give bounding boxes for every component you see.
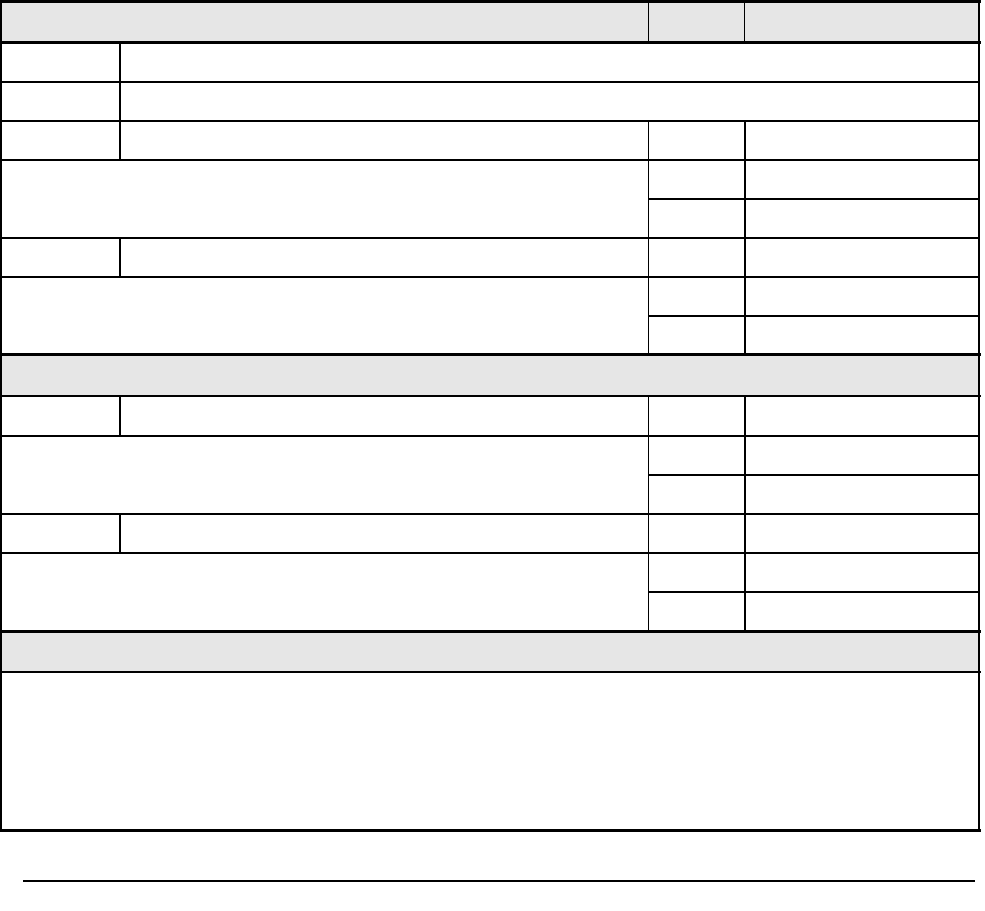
row-line xyxy=(648,315,980,317)
footer-rule xyxy=(23,880,975,882)
row-line xyxy=(0,276,980,278)
col-line xyxy=(744,396,746,631)
col-line xyxy=(648,120,649,355)
col-line xyxy=(648,0,649,43)
divider xyxy=(0,353,981,356)
col-line xyxy=(119,513,121,553)
row-line xyxy=(0,513,980,515)
col-line xyxy=(744,0,745,43)
col-line xyxy=(648,396,649,631)
section-1-header xyxy=(1,355,980,396)
col-line xyxy=(119,396,121,436)
row-line xyxy=(648,474,980,476)
border-left xyxy=(0,0,2,832)
divider xyxy=(0,630,981,633)
row-line xyxy=(0,552,980,554)
divider xyxy=(0,395,981,397)
table-header-row xyxy=(1,1,980,42)
divider xyxy=(0,829,981,832)
row-line xyxy=(0,237,980,239)
col-line xyxy=(744,120,746,355)
divider xyxy=(0,671,981,673)
border-right xyxy=(978,0,980,832)
col-line xyxy=(119,43,121,160)
col-line xyxy=(119,237,121,277)
row-line xyxy=(0,435,980,437)
row-line xyxy=(0,81,980,83)
row-line xyxy=(0,120,980,122)
row-line xyxy=(648,591,980,593)
border-top xyxy=(0,0,981,3)
section-2-header xyxy=(1,631,980,672)
divider xyxy=(0,41,981,44)
notes-area[interactable] xyxy=(3,674,978,830)
row-line xyxy=(648,198,980,200)
row-line xyxy=(0,159,980,161)
